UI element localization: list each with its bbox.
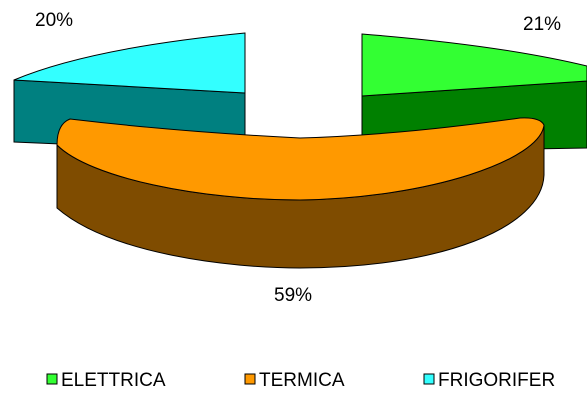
legend-swatch-termica — [244, 373, 256, 385]
legend-item-frigorifera: FRIGORIFER — [423, 370, 555, 391]
value-label-termica: 59% — [274, 285, 312, 306]
value-label-elettrica: 21% — [523, 14, 561, 35]
slice-termica-top — [56, 117, 545, 201]
legend-label-elettrica: ELETTRICA — [61, 370, 166, 391]
legend-item-elettrica: ELETTRICA — [46, 370, 166, 391]
legend: ELETTRICA TERMICA FRIGORIFER — [46, 370, 555, 391]
legend-swatch-frigorifera — [423, 373, 435, 385]
legend-item-termica: TERMICA — [244, 370, 345, 391]
value-label-frigorifera: 20% — [35, 10, 73, 31]
slice-frigorifera-top — [13, 32, 246, 94]
legend-swatch-elettrica — [46, 373, 58, 385]
legend-label-frigorifera: FRIGORIFER — [438, 370, 555, 391]
slice-termica — [56, 117, 545, 269]
legend-label-termica: TERMICA — [259, 370, 345, 391]
slice-elettrica-top — [361, 33, 587, 97]
